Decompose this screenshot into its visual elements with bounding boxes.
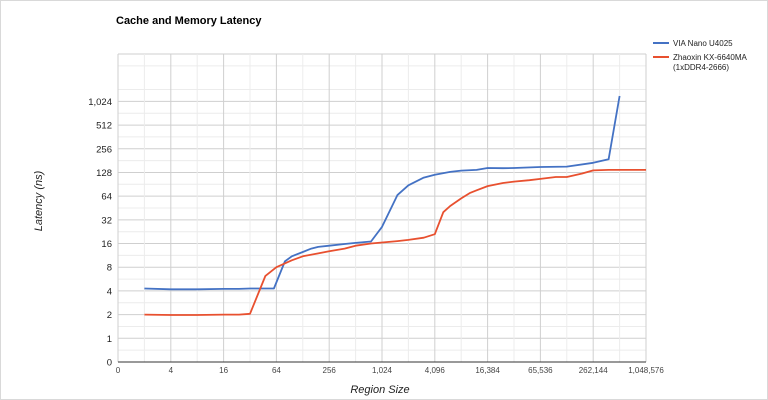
y-tick-label: 512 [96, 121, 112, 132]
y-tick-label: 64 [101, 192, 112, 203]
x-tick-label: 4 [169, 366, 174, 375]
x-tick-label: 262,144 [579, 366, 608, 375]
y-tick-label: 0 [107, 358, 112, 369]
y-tick-label: 2 [107, 310, 112, 321]
y-tick-label: 8 [107, 263, 112, 274]
grid-lines [117, 53, 647, 362]
y-tick-label: 16 [101, 239, 112, 250]
y-tick-label: 1,024 [88, 97, 112, 108]
x-tick-label: 16 [219, 366, 228, 375]
y-tick-label: 256 [96, 144, 112, 155]
x-tick-label: 64 [272, 366, 281, 375]
x-tick-label: 256 [323, 366, 337, 375]
series-lines [144, 95, 646, 316]
x-tick-label: 1,024 [372, 366, 393, 375]
series-line-1 [144, 95, 621, 291]
x-tick-label: 65,536 [528, 366, 553, 375]
chart-title: Cache and Memory Latency [116, 15, 262, 27]
y-tick-labels: 0 1 2 4 8 16 32 64 128 256 512 1,024 [88, 97, 112, 369]
legend: VIA Nano U4025 Zhaoxin KX-6640MA (1xDDR4-2… [653, 39, 747, 72]
y-tick-label: 1 [107, 334, 112, 345]
y-axis-label: Latency (ns) [33, 170, 45, 231]
y-tick-label: 32 [101, 215, 112, 226]
y-tick-label: 4 [107, 286, 112, 297]
x-tick-labels: 0 4 16 64 256 1,024 4,096 16,384 65,536 262,144 1,… [116, 366, 665, 375]
series-line-2 [144, 169, 646, 316]
x-tick-label: 1,048,576 [628, 366, 664, 375]
legend-label-2: Zhaoxin KX-6640MA (1xDDR4-2666) [673, 53, 747, 72]
y-tick-label: 128 [96, 168, 112, 179]
x-tick-label: 4,096 [425, 366, 446, 375]
x-axis-label: Region Size [350, 384, 409, 396]
legend-label-1: VIA Nano U4025 [673, 39, 733, 48]
x-tick-label: 0 [116, 366, 121, 375]
x-tick-label: 16,384 [475, 366, 500, 375]
